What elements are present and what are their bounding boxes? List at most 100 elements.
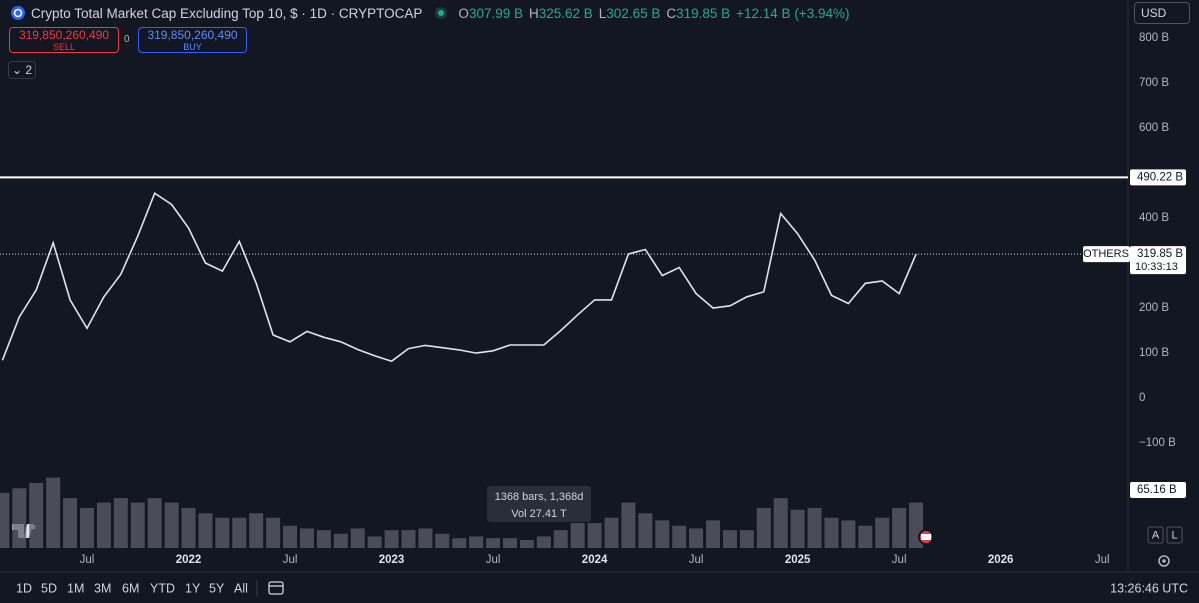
y-tick-label: 200 B bbox=[1139, 302, 1169, 314]
event-marker-flag bbox=[921, 534, 931, 540]
series-name: OTHERS bbox=[1083, 248, 1129, 260]
y-tick-label: 0 bbox=[1139, 392, 1145, 404]
x-tick-label: 2025 bbox=[785, 554, 811, 566]
spread: 0 bbox=[124, 34, 130, 45]
scale-button-label: L bbox=[1171, 529, 1177, 541]
scale-button-label: A bbox=[1152, 529, 1160, 541]
ohlc-value: 307.99 B bbox=[468, 5, 523, 21]
volume-bar bbox=[316, 530, 331, 548]
indicator-count: 2 bbox=[25, 63, 33, 77]
volume-bar bbox=[266, 517, 281, 548]
volume-bar bbox=[29, 483, 44, 548]
volume-bar bbox=[739, 530, 754, 548]
volume-bar bbox=[807, 507, 822, 548]
x-tick-label: Jul bbox=[1095, 554, 1110, 566]
horizontal-line-label: 490.22 B bbox=[1137, 171, 1183, 183]
range-button[interactable]: 5D bbox=[41, 581, 57, 595]
volume-bar bbox=[198, 513, 213, 548]
volume-bar bbox=[892, 507, 907, 548]
volume-bar bbox=[570, 523, 585, 548]
y-tick-label: 700 B bbox=[1139, 77, 1169, 89]
x-tick-label: Jul bbox=[486, 554, 501, 566]
x-tick-label: Jul bbox=[283, 554, 298, 566]
volume-bar bbox=[519, 539, 534, 548]
scale-button[interactable] bbox=[1147, 526, 1164, 544]
y-tick-label: 100 B bbox=[1139, 347, 1169, 359]
volume-bar bbox=[333, 533, 348, 548]
volume-bar bbox=[181, 507, 196, 548]
compare-icon[interactable] bbox=[268, 581, 284, 595]
currency-select[interactable]: USD bbox=[1134, 2, 1190, 24]
ohlc-value: 319.85 B bbox=[676, 5, 731, 21]
price-line bbox=[1, 191, 917, 363]
range-button[interactable]: YTD bbox=[150, 581, 175, 595]
volume-bar bbox=[858, 525, 873, 548]
volume-bar bbox=[587, 523, 602, 548]
sell-button[interactable]: 319,850,260,490 SELL bbox=[9, 27, 119, 53]
volume-bar bbox=[96, 502, 111, 548]
x-tick-label: 2022 bbox=[176, 554, 202, 566]
range-button[interactable]: 3M bbox=[94, 581, 111, 595]
volume-bar bbox=[367, 536, 382, 548]
last-volume-label: 65.16 B bbox=[1137, 484, 1177, 496]
volume-bar bbox=[486, 538, 501, 548]
ohlc-value: 302.65 B bbox=[606, 5, 661, 21]
volume-bar bbox=[46, 477, 61, 548]
x-tick-label: 2024 bbox=[582, 554, 608, 566]
volume-bar bbox=[384, 530, 399, 548]
volume-bar bbox=[80, 507, 94, 548]
range-button[interactable]: 5Y bbox=[209, 581, 225, 595]
currency: USD bbox=[1141, 6, 1167, 20]
indicator-toggle[interactable]: ⌄ 2 bbox=[8, 61, 36, 79]
volume-bar bbox=[12, 488, 27, 548]
volume-bar bbox=[249, 513, 264, 548]
volume-bar bbox=[536, 536, 551, 548]
symbol-icon bbox=[11, 6, 25, 20]
volume-bar bbox=[232, 517, 247, 548]
range-button[interactable]: 1M bbox=[67, 581, 84, 595]
volume-bar bbox=[706, 520, 721, 548]
volume-bar bbox=[164, 502, 179, 548]
volume-bar bbox=[621, 502, 636, 548]
volume-bar bbox=[604, 517, 619, 548]
ohlc-label: H bbox=[528, 5, 539, 21]
price-change: +12.14 B (+3.94%) bbox=[736, 5, 850, 21]
buy-label: BUY bbox=[183, 42, 202, 52]
volume-bar bbox=[824, 517, 839, 548]
range-button[interactable]: All bbox=[234, 581, 248, 595]
bar-countdown: 10:33:13 bbox=[1135, 261, 1178, 273]
range-button[interactable]: 6M bbox=[122, 581, 139, 595]
volume-bar bbox=[841, 520, 856, 548]
ohlc-label: L bbox=[598, 5, 607, 21]
ohlc-label: O bbox=[458, 5, 469, 21]
buy-button[interactable]: 319,850,260,490 BUY bbox=[138, 27, 247, 53]
sell-label: SELL bbox=[52, 42, 76, 52]
y-tick-label: −100 B bbox=[1139, 437, 1176, 449]
volume-bar bbox=[418, 528, 433, 548]
buy-price: 319,850,260,490 bbox=[147, 28, 238, 42]
range-button[interactable]: 1Y bbox=[185, 581, 201, 595]
tooltip-line: Vol 27.41 T bbox=[511, 508, 567, 520]
volume-bar bbox=[215, 517, 230, 548]
series-name-box bbox=[1083, 246, 1130, 263]
volume-bar bbox=[350, 528, 365, 548]
clock: 13:26:46 UTC bbox=[1110, 581, 1188, 595]
volume-bar bbox=[283, 525, 298, 548]
ohlc-value: 325.62 B bbox=[538, 5, 593, 21]
volume-bar bbox=[773, 498, 788, 548]
x-tick-label: 2023 bbox=[379, 554, 405, 566]
volume-bar bbox=[722, 530, 737, 548]
symbol-title[interactable]: Crypto Total Market Cap Excluding Top 10… bbox=[31, 5, 423, 21]
x-tick-label: Jul bbox=[892, 554, 907, 566]
y-tick-label: 400 B bbox=[1139, 212, 1169, 224]
y-tick-label: 600 B bbox=[1139, 122, 1169, 134]
y-tick-label: 800 B bbox=[1139, 32, 1169, 44]
scale-button[interactable] bbox=[1166, 526, 1183, 544]
volume-bar bbox=[875, 517, 890, 548]
volume-bar bbox=[299, 528, 314, 548]
settings-icon[interactable] bbox=[1158, 555, 1170, 567]
volume-bar bbox=[130, 502, 145, 548]
range-button[interactable]: 1D bbox=[16, 581, 32, 595]
